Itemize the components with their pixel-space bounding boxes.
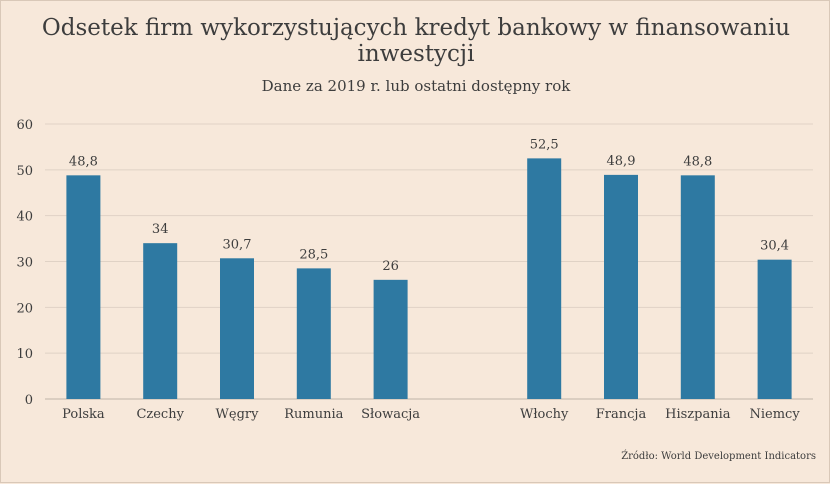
data-label: 48,8	[683, 154, 712, 169]
bar-polska	[66, 175, 101, 399]
chart-title-line-1: Odsetek firm wykorzystujących kredyt ban…	[41, 15, 791, 41]
chart-title: Odsetek firm wykorzystujących kredyt ban…	[0, 15, 830, 67]
y-tick-label: 50	[16, 164, 33, 179]
x-tick-label: Niemcy	[750, 407, 801, 422]
bar-hiszpania	[680, 175, 715, 399]
x-tick-label: Czechy	[136, 407, 184, 422]
x-tick-label: Rumunia	[284, 407, 343, 422]
chart-title-line-2: inwestycji	[357, 41, 475, 67]
data-label: 30,4	[760, 239, 789, 254]
bar-rumunia	[296, 268, 331, 399]
y-tick-label: 20	[16, 301, 33, 316]
bar-czechy	[143, 243, 178, 399]
data-label: 30,7	[223, 237, 252, 252]
x-tick-label: Słowacja	[361, 407, 420, 422]
x-tick-label: Francja	[596, 407, 647, 422]
bar-niemcy	[757, 259, 792, 399]
y-tick-label: 60	[16, 118, 33, 133]
data-label: 48,8	[69, 154, 98, 169]
bar-włochy	[527, 158, 562, 399]
data-label: 48,9	[607, 154, 636, 169]
y-tick-label: 40	[16, 210, 33, 225]
bar-francja	[604, 174, 638, 399]
data-label: 28,5	[299, 247, 328, 262]
y-tick-label: 30	[16, 256, 33, 271]
bar-węgry	[220, 258, 254, 399]
chart-subtitle: Dane za 2019 r. lub ostatni dostępny rok	[261, 77, 571, 95]
data-label: 26	[382, 259, 399, 274]
x-tick-label: Włochy	[520, 407, 569, 422]
bar-słowacja	[373, 279, 408, 399]
y-tick-label: 0	[25, 393, 33, 408]
data-label: 52,5	[530, 137, 559, 152]
x-tick-label: Hiszpania	[665, 407, 731, 422]
source-note: Źródło: World Development Indicators	[621, 451, 816, 462]
x-tick-label: Polska	[62, 407, 105, 422]
y-tick-label: 10	[16, 347, 33, 362]
data-label: 34	[152, 222, 169, 237]
x-tick-label: Węgry	[216, 407, 260, 422]
